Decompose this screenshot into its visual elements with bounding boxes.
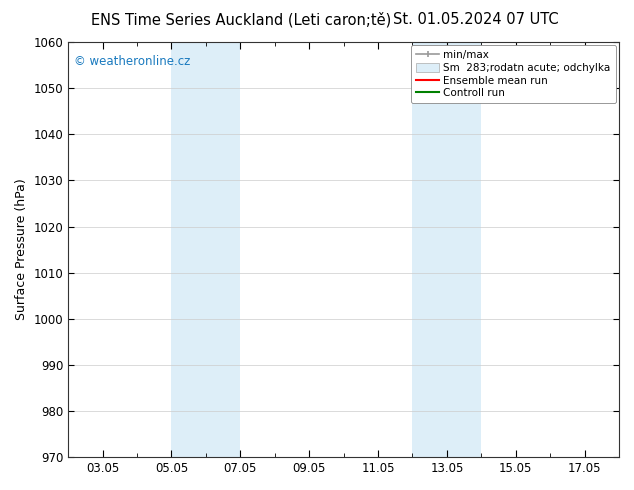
Legend: min/max, Sm  283;rodatn acute; odchylka, Ensemble mean run, Controll run: min/max, Sm 283;rodatn acute; odchylka, … (411, 45, 616, 103)
Bar (171, 42, 240, 457)
Y-axis label: Surface Pressure (hPa): Surface Pressure (hPa) (15, 179, 28, 320)
Bar (413, 42, 481, 457)
Text: ENS Time Series Auckland (Leti caron;tě): ENS Time Series Auckland (Leti caron;tě) (91, 12, 391, 28)
Text: © weatheronline.cz: © weatheronline.cz (74, 54, 190, 68)
Text: St. 01.05.2024 07 UTC: St. 01.05.2024 07 UTC (392, 12, 559, 27)
